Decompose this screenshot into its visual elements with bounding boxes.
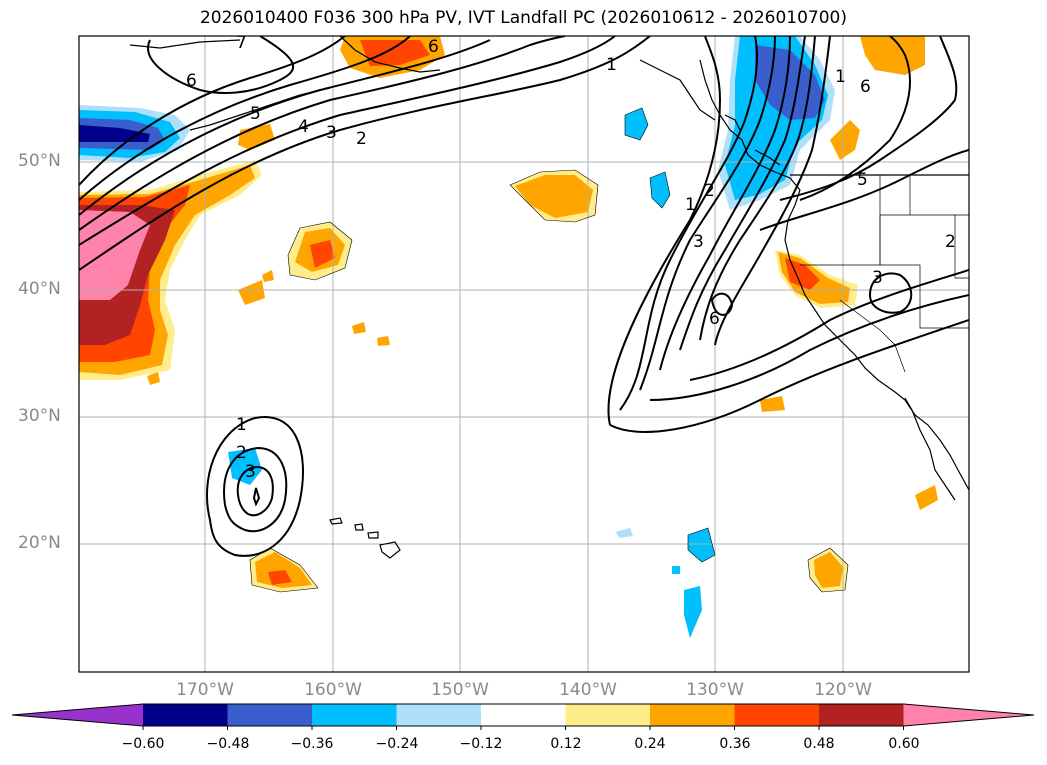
lon-label: 170°W bbox=[176, 680, 234, 700]
contour-label: 1 bbox=[236, 415, 247, 435]
map-title: 2026010400 F036 300 hPa PV, IVT Landfall… bbox=[199, 8, 847, 28]
contour-label: 6 bbox=[709, 309, 720, 329]
lon-label: 160°W bbox=[304, 680, 362, 700]
contour-label: 1 bbox=[685, 195, 696, 215]
colorbar-segment bbox=[312, 704, 397, 726]
contour-label: 6 bbox=[860, 77, 871, 97]
contour-label: 2 bbox=[704, 181, 715, 201]
contour-label: 6 bbox=[186, 71, 197, 91]
lon-label: 150°W bbox=[431, 680, 489, 700]
colorbar-tick-label: 0.48 bbox=[803, 736, 835, 752]
contour-label: 3 bbox=[872, 268, 883, 288]
colorbar-extend-min bbox=[12, 704, 143, 726]
contour-label: 6 bbox=[428, 37, 439, 57]
lat-label: 50°N bbox=[18, 151, 61, 171]
colorbar-tick-label: 0.24 bbox=[634, 736, 666, 752]
colorbar-segment bbox=[143, 704, 228, 726]
contour-label: 3 bbox=[326, 123, 337, 143]
lat-label: 30°N bbox=[18, 406, 61, 426]
colorbar-segment bbox=[481, 704, 566, 726]
contour-lines bbox=[79, 36, 969, 557]
contour-label: 2 bbox=[356, 129, 367, 149]
colorbar-segment bbox=[819, 704, 904, 726]
lon-label: 130°W bbox=[686, 680, 744, 700]
colorbar-segment bbox=[396, 704, 482, 726]
colorbar bbox=[11, 703, 1035, 730]
colorbar-extend-max bbox=[903, 704, 1034, 726]
state-borders bbox=[800, 175, 969, 373]
shade-outlines bbox=[249, 107, 849, 593]
lon-label: 140°W bbox=[559, 680, 617, 700]
colorbar-segment bbox=[650, 704, 735, 726]
map-border bbox=[78, 35, 970, 673]
contour-label: 5 bbox=[857, 170, 868, 190]
contour-label: 1 bbox=[606, 55, 617, 75]
colorbar-tick-label: −0.12 bbox=[459, 736, 503, 752]
colorbar-segment bbox=[734, 704, 820, 726]
colorbar-tick-label: 0.12 bbox=[550, 736, 582, 752]
contour-label: 2 bbox=[945, 232, 956, 252]
gridlines bbox=[79, 36, 969, 672]
colorbar-tick-label: −0.60 bbox=[121, 736, 165, 752]
contour-label-group: 7 6 6 5 4 3 2 1 1 2 3 6 1 6 5 3 2 1 2 3 bbox=[186, 33, 956, 482]
contour-label: 1 bbox=[835, 67, 846, 87]
colorbar-tick-label: −0.24 bbox=[375, 736, 419, 752]
contour-label: 7 bbox=[236, 33, 247, 53]
contour-label: 3 bbox=[245, 462, 256, 482]
colorbar-segment bbox=[227, 704, 313, 726]
colorbar-tick-label: −0.48 bbox=[206, 736, 250, 752]
lon-label: 120°W bbox=[814, 680, 872, 700]
lat-label: 40°N bbox=[18, 279, 61, 299]
colorbar-tick-label: 0.36 bbox=[719, 736, 751, 752]
contour-label: 4 bbox=[298, 117, 309, 137]
contour-label: 3 bbox=[693, 232, 704, 252]
colorbar-tick-label: −0.36 bbox=[290, 736, 334, 752]
lat-label: 20°N bbox=[18, 533, 61, 553]
colorbar-tick-label: 0.60 bbox=[888, 736, 920, 752]
contour-label: 5 bbox=[250, 104, 261, 124]
contour-label: 2 bbox=[236, 443, 247, 463]
colorbar-segment bbox=[565, 704, 651, 726]
